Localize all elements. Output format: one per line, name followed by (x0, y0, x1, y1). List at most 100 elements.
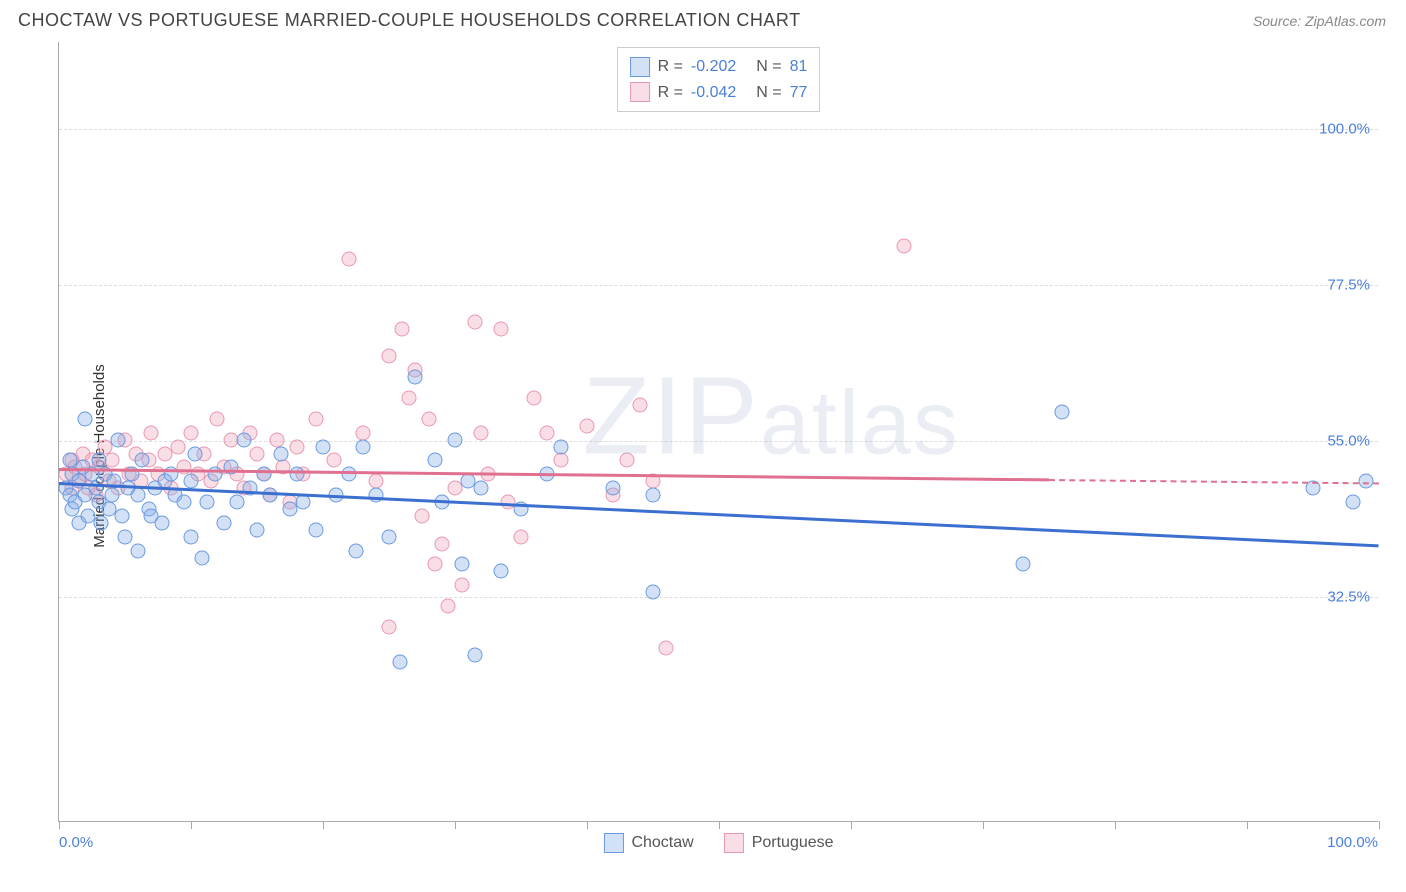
data-point (368, 474, 383, 489)
chart-title: CHOCTAW VS PORTUGUESE MARRIED-COUPLE HOU… (18, 10, 801, 31)
legend-swatch (630, 82, 650, 102)
data-point (428, 557, 443, 572)
trend-line (59, 482, 1379, 547)
x-tick (191, 821, 192, 829)
legend-r-value: -0.202 (691, 54, 736, 80)
data-point (632, 398, 647, 413)
data-point (326, 453, 341, 468)
data-point (540, 425, 555, 440)
x-tick (1379, 821, 1380, 829)
data-point (199, 495, 214, 510)
data-point (342, 252, 357, 267)
data-point (1055, 404, 1070, 419)
x-tick (851, 821, 852, 829)
data-point (467, 647, 482, 662)
trend-line-dashed (1049, 479, 1379, 484)
data-point (408, 370, 423, 385)
gridline (59, 129, 1378, 130)
legend-swatch (724, 833, 744, 853)
data-point (223, 460, 238, 475)
data-point (177, 495, 192, 510)
data-point (135, 453, 150, 468)
data-point (395, 321, 410, 336)
data-point (94, 515, 109, 530)
data-point (236, 432, 251, 447)
gridline (59, 285, 1378, 286)
data-point (606, 481, 621, 496)
data-point (415, 508, 430, 523)
data-point (368, 488, 383, 503)
data-point (111, 432, 126, 447)
x-tick (587, 821, 588, 829)
data-point (91, 453, 106, 468)
x-tick (59, 821, 60, 829)
data-point (382, 349, 397, 364)
x-tick (983, 821, 984, 829)
data-point (580, 418, 595, 433)
watermark: ZIPatlas (583, 352, 960, 479)
y-tick-label: 100.0% (1319, 120, 1370, 137)
data-point (250, 522, 265, 537)
data-point (309, 411, 324, 426)
data-point (131, 543, 146, 558)
legend-stat-row: R = -0.042N = 77 (630, 80, 808, 106)
data-point (250, 446, 265, 461)
x-tick (719, 821, 720, 829)
y-tick-label: 32.5% (1327, 588, 1370, 605)
data-point (1345, 495, 1360, 510)
data-point (355, 439, 370, 454)
data-point (170, 439, 185, 454)
data-point (309, 522, 324, 537)
data-point (316, 439, 331, 454)
data-point (454, 557, 469, 572)
legend-series-label: Choctaw (631, 834, 693, 852)
data-point (104, 453, 119, 468)
data-point (659, 640, 674, 655)
legend-swatch (630, 57, 650, 77)
legend-n-label: N = (756, 54, 781, 80)
data-point (619, 453, 634, 468)
data-point (184, 529, 199, 544)
data-point (646, 585, 661, 600)
data-point (115, 508, 130, 523)
data-point (494, 321, 509, 336)
data-point (184, 425, 199, 440)
data-point (230, 495, 245, 510)
source-label: Source: ZipAtlas.com (1253, 13, 1386, 29)
data-point (401, 391, 416, 406)
data-point (474, 481, 489, 496)
data-point (184, 474, 199, 489)
legend-stat-row: R = -0.202N = 81 (630, 54, 808, 80)
data-point (349, 543, 364, 558)
data-point (382, 529, 397, 544)
data-point (514, 529, 529, 544)
chart-container: Married-couple Households ZIPatlas R = -… (18, 42, 1388, 870)
data-point (553, 439, 568, 454)
legend-n-value: 77 (790, 80, 808, 106)
legend-series-item: Portuguese (724, 833, 834, 853)
legend-series-item: Choctaw (603, 833, 693, 853)
gridline (59, 441, 1378, 442)
x-tick (323, 821, 324, 829)
data-point (474, 425, 489, 440)
y-tick-label: 55.0% (1327, 432, 1370, 449)
data-point (494, 564, 509, 579)
data-point (273, 446, 288, 461)
legend-r-value: -0.042 (691, 80, 736, 106)
data-point (448, 432, 463, 447)
data-point (289, 467, 304, 482)
data-point (355, 425, 370, 440)
x-tick (455, 821, 456, 829)
data-point (256, 467, 271, 482)
data-point (217, 515, 232, 530)
data-point (118, 529, 133, 544)
data-point (144, 425, 159, 440)
x-tick (1115, 821, 1116, 829)
data-point (269, 432, 284, 447)
data-point (194, 550, 209, 565)
data-point (441, 599, 456, 614)
data-point (154, 515, 169, 530)
series-legend: Choctaw Portuguese (603, 833, 833, 853)
plot-area: ZIPatlas R = -0.202N = 81R = -0.042N = 7… (58, 42, 1378, 822)
data-point (289, 439, 304, 454)
